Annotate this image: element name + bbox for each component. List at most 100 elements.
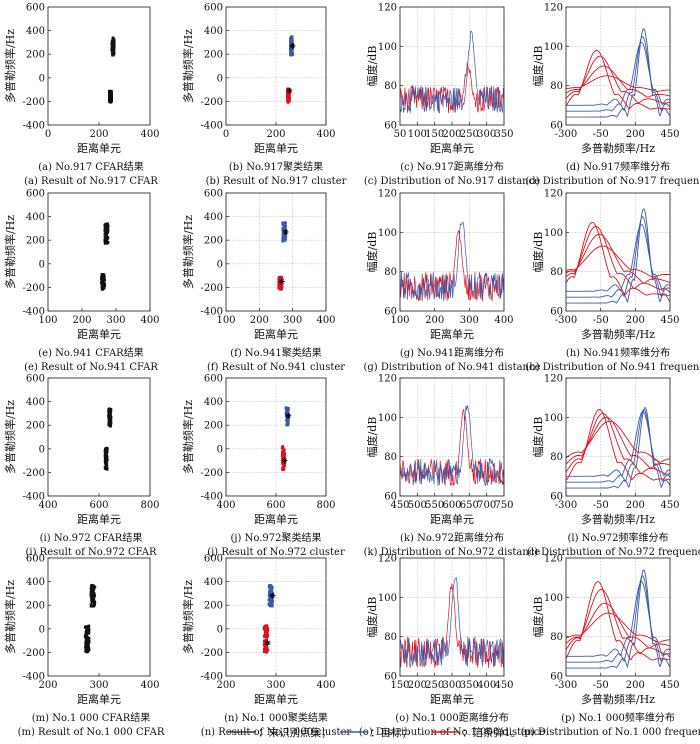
scatter-point xyxy=(265,646,269,650)
x-tick-label: 100 xyxy=(390,315,409,326)
y-tick-label: 200 xyxy=(26,50,45,61)
axes-frame xyxy=(399,192,505,312)
scatter-point xyxy=(268,602,272,605)
x-tick-label: 450 xyxy=(660,500,679,511)
caption-en: (p) Distribution of No.1 000 frequency xyxy=(521,727,700,738)
chaff-series-line xyxy=(566,589,670,655)
y-tick-label: 120 xyxy=(378,3,397,14)
scatter-point xyxy=(104,232,108,236)
scatter-point xyxy=(102,282,106,286)
scatter-point xyxy=(277,279,281,282)
target-series-line xyxy=(400,221,504,302)
y-tick-label: 400 xyxy=(204,26,223,37)
y-tick-label: 100 xyxy=(544,228,563,239)
scatter-point xyxy=(268,585,272,589)
plot-area-l xyxy=(566,406,670,489)
x-tick-label: 0 xyxy=(223,129,229,140)
axes-frame xyxy=(565,557,671,677)
y-axis-label: 多普勒频率/Hz xyxy=(181,580,195,654)
y-tick-label: 120 xyxy=(544,189,563,200)
scatter-point xyxy=(283,455,286,458)
caption-cn: (l) No.972频率维分布 xyxy=(567,531,668,544)
x-tick-label: 50 xyxy=(394,129,407,140)
scatter-point xyxy=(281,464,285,468)
scatter-point xyxy=(281,228,285,232)
scatter-point xyxy=(109,420,112,424)
scatter-point xyxy=(267,598,271,602)
chaff-series-line xyxy=(566,412,670,475)
scatter-point xyxy=(103,467,107,470)
x-tick-label: 200 xyxy=(266,129,285,140)
scatter-point xyxy=(105,234,108,237)
x-tick-label: 100 xyxy=(216,315,235,326)
caption-en: (c) Distribution of No.917 distance xyxy=(364,176,540,187)
scatter-point xyxy=(268,592,272,595)
y-tick-label: -400 xyxy=(23,672,45,683)
scatter-point xyxy=(112,52,116,56)
y-axis-label: 幅度/dB xyxy=(365,232,379,273)
y-tick-label: 600 xyxy=(204,189,223,200)
scatter-point xyxy=(289,41,293,44)
scatter-point xyxy=(284,234,288,238)
scatter-point xyxy=(92,588,96,591)
scatter-point xyxy=(288,97,291,100)
scatter-point xyxy=(90,604,94,608)
scatter-point xyxy=(283,239,287,242)
y-tick-label: 600 xyxy=(26,554,45,565)
y-tick-label: -400 xyxy=(23,307,45,318)
y-tick-label: -200 xyxy=(201,97,223,108)
scatter-point xyxy=(103,235,107,239)
y-tick-label: 80 xyxy=(550,267,563,278)
scatter-point xyxy=(103,227,107,230)
y-tick-label: 0 xyxy=(217,444,223,455)
y-tick-label: 120 xyxy=(378,374,397,385)
target-series-line xyxy=(566,208,670,304)
scatter-point xyxy=(262,643,266,647)
scatter-point xyxy=(85,625,88,628)
chaff-series-line xyxy=(566,420,670,463)
y-tick-label: 80 xyxy=(384,81,397,92)
scatter-point xyxy=(286,93,290,96)
subplot-i: 400 600 800-400-2000200400600距离单元多普勒频率/Hz(… xyxy=(3,374,160,559)
x-tick-label: -50 xyxy=(593,680,609,691)
scatter-point xyxy=(282,468,285,471)
scatter-point xyxy=(111,42,115,45)
chaff-series-line xyxy=(566,75,670,92)
scatter-point xyxy=(84,643,87,646)
y-tick-label: 200 xyxy=(204,50,223,61)
scatter-point xyxy=(286,100,289,103)
scatter-point xyxy=(105,453,108,456)
y-axis-label: 幅度/dB xyxy=(531,417,545,458)
y-axis-label: 幅度/dB xyxy=(531,232,545,273)
y-tick-label: 600 xyxy=(204,374,223,385)
scatter-point xyxy=(270,589,274,593)
scatter-point xyxy=(103,465,107,469)
scatter-point xyxy=(106,230,110,234)
scatter-point xyxy=(289,37,292,40)
scatter-point xyxy=(286,421,290,425)
scatter-point xyxy=(91,589,95,593)
subplot-c: 50 1001502002503003506080100120距离单元幅度/dB(… xyxy=(364,3,540,188)
legend-label: ：目标； xyxy=(370,727,412,739)
y-tick-label: -400 xyxy=(23,121,45,132)
scatter-point xyxy=(100,277,103,280)
scatter-point xyxy=(105,228,108,231)
caption-cn: (j) No.972聚类结果 xyxy=(231,531,322,544)
x-axis-label: 距离单元 xyxy=(254,692,298,706)
y-tick-label: 400 xyxy=(26,212,45,223)
y-tick-label: -200 xyxy=(23,283,45,294)
y-axis-label: 幅度/dB xyxy=(531,597,545,638)
y-tick-label: 120 xyxy=(544,374,563,385)
scatter-point xyxy=(109,418,113,421)
subplot-g: 100 200 300 400 60 80 100 120 距离单元 幅度/dB (g) No.94… xyxy=(363,189,540,374)
scatter-point xyxy=(266,634,269,638)
scatter-point xyxy=(282,466,285,470)
x-tick-label: 300 xyxy=(89,680,108,691)
scatter-point xyxy=(286,96,290,100)
scatter-point xyxy=(86,645,89,649)
x-axis-label: 距离单元 xyxy=(254,141,298,155)
scatter-point xyxy=(84,635,87,639)
y-tick-label: -400 xyxy=(201,672,223,683)
y-tick-label: 200 xyxy=(204,236,223,247)
scatter-point xyxy=(110,43,114,47)
